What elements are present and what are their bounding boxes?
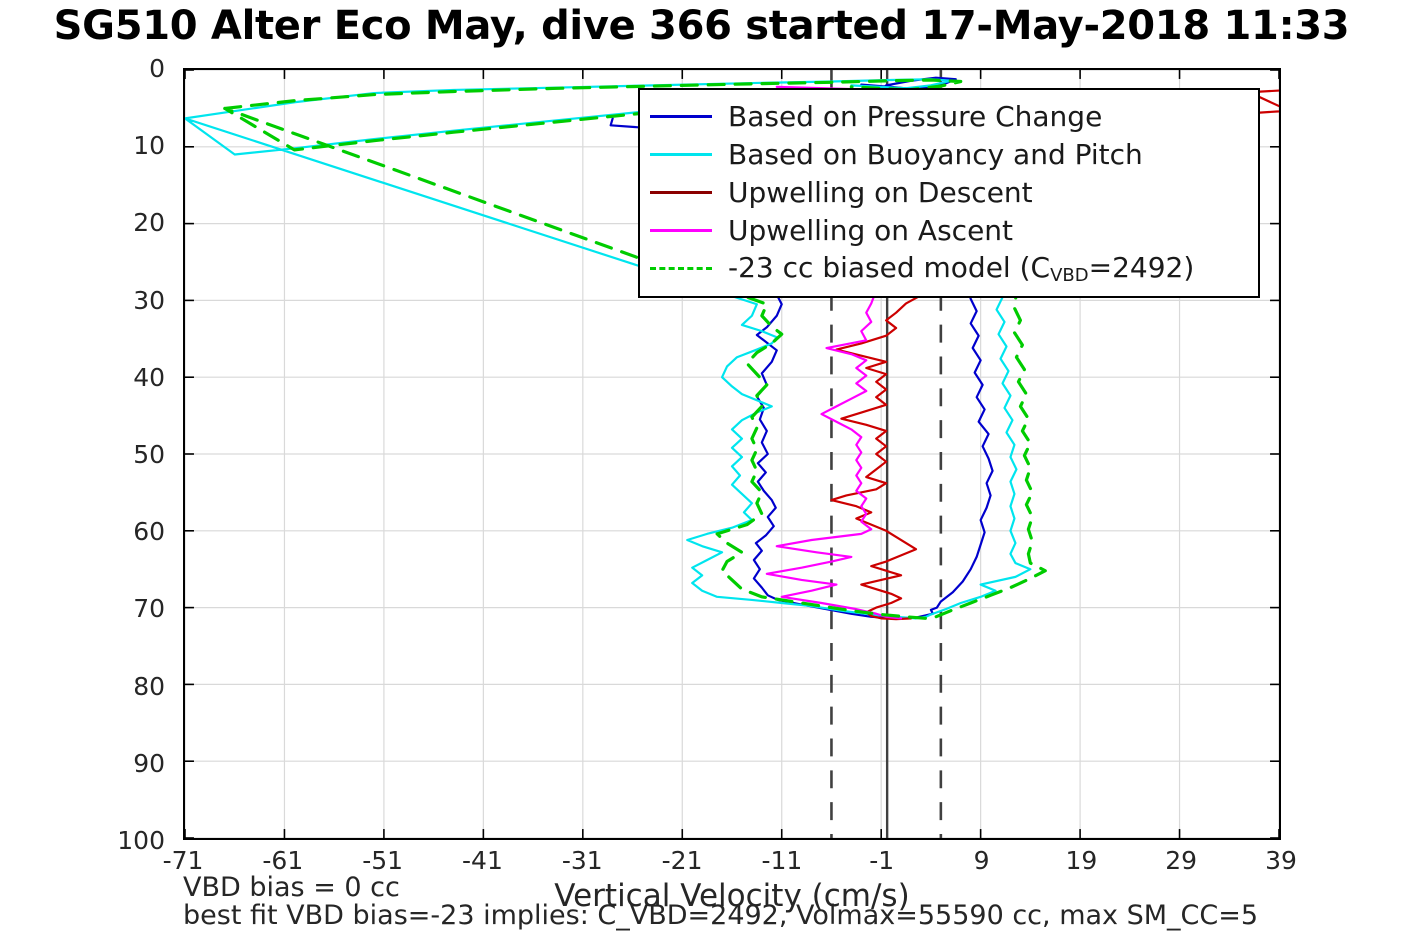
- x-tick-label: -31: [561, 846, 603, 875]
- legend-item-2[interactable]: Upwelling on Descent: [650, 173, 1248, 211]
- y-tick-label: 40: [133, 362, 165, 392]
- series-path-2: [830, 89, 1279, 621]
- y-tick-label: 90: [133, 748, 165, 778]
- x-tick-label: -1: [869, 846, 895, 875]
- x-tick-label: -71: [162, 846, 204, 875]
- legend-swatch-icon: [650, 152, 712, 156]
- y-tick-label: 50: [133, 440, 165, 469]
- legend-swatch-icon: [650, 266, 712, 270]
- legend-label: Based on Pressure Change: [728, 99, 1103, 133]
- legend-label: Upwelling on Descent: [728, 175, 1033, 209]
- x-tick-label: -41: [462, 846, 503, 875]
- x-tick-label: 19: [1065, 846, 1098, 875]
- y-tick-label: 0: [149, 54, 165, 83]
- legend: Based on Pressure Change Based on Buoyanc…: [638, 88, 1260, 298]
- plot-title-text: SG510 Alter Eco May, dive 366 started 17…: [53, 3, 1350, 49]
- legend-label: Upwelling on Ascent: [728, 213, 1014, 247]
- y-tick-label: 60: [133, 517, 165, 547]
- y-tick-label: 20: [133, 208, 165, 238]
- legend-swatch-icon: [650, 114, 712, 118]
- annotation-vbd-bias: VBD bias = 0 cc: [183, 872, 400, 903]
- y-tick-label: 70: [133, 594, 165, 624]
- x-tick-label: -21: [661, 846, 703, 875]
- y-tick-label: 100: [117, 826, 165, 855]
- x-tick-label: 9: [973, 846, 990, 875]
- legend-label: -23 cc biased model (CVBD=2492): [728, 250, 1195, 286]
- x-tick-label: 39: [1265, 846, 1297, 875]
- y-tick-label: 30: [133, 285, 165, 315]
- page-title: SG510 Alter Eco May, dive 366 started 17…: [0, 0, 1417, 56]
- legend-item-3[interactable]: Upwelling on Ascent: [650, 211, 1248, 249]
- y-tick-label: 80: [133, 671, 165, 701]
- legend-label: Based on Buoyancy and Pitch: [728, 137, 1143, 171]
- legend-item-1[interactable]: Based on Buoyancy and Pitch: [650, 135, 1248, 173]
- x-tick-label: -11: [761, 846, 803, 875]
- legend-swatch-icon: [650, 228, 712, 232]
- annotation-best-fit: best fit VBD bias=-23 implies: C_VBD=249…: [183, 900, 1259, 931]
- legend-swatch-icon: [650, 190, 712, 194]
- series-path-4: [223, 78, 1047, 620]
- x-tick-label: 29: [1165, 846, 1198, 875]
- series-path-3: [765, 85, 952, 620]
- x-tick-label: -51: [362, 846, 404, 875]
- x-tick-label: -61: [262, 846, 304, 875]
- y-tick-label: 10: [133, 131, 165, 161]
- x-axis-label: Vertical Velocity (cm/s): [554, 878, 910, 914]
- legend-item-4[interactable]: -23 cc biased model (CVBD=2492): [650, 249, 1248, 287]
- legend-item-0[interactable]: Based on Pressure Change: [650, 97, 1248, 135]
